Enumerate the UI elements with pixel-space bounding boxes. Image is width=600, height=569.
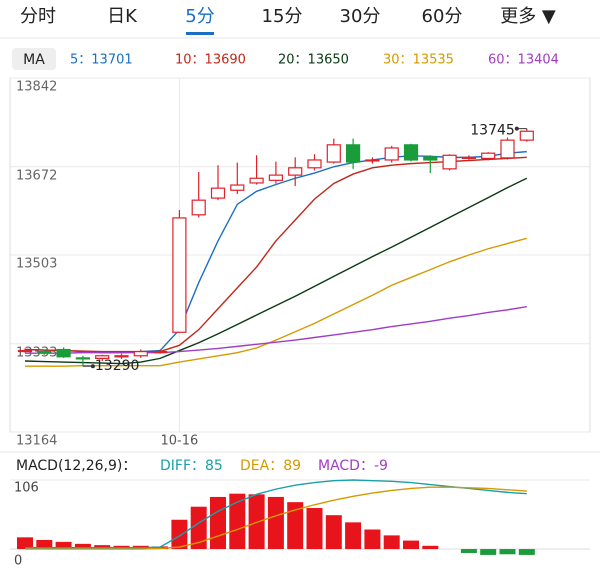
ma-line: [25, 237, 527, 367]
candle-body: [114, 355, 129, 358]
macd-line: [25, 486, 527, 550]
candle-body: [384, 147, 399, 161]
macd-bar: [74, 543, 91, 550]
tab-underline: [186, 32, 214, 35]
tab[interactable]: 更多 ▼: [500, 6, 556, 27]
legend-entry: 60：13404: [488, 53, 559, 68]
tab[interactable]: 日K: [107, 6, 138, 27]
tab[interactable]: 15分: [262, 6, 303, 27]
candle-body: [288, 167, 303, 176]
candle-body: [56, 348, 71, 358]
candle-body: [326, 144, 341, 163]
macd-bar: [190, 506, 207, 550]
ma-line: [24, 177, 528, 365]
macd-line: [25, 479, 527, 549]
macd-bar: [499, 549, 516, 555]
legend-entry: 20：13650: [278, 53, 349, 68]
macd-bar: [345, 522, 362, 550]
macd-bar: [403, 540, 419, 550]
tab[interactable]: 60分: [422, 6, 463, 27]
tab[interactable]: 5分: [185, 6, 214, 27]
macd-bar: [364, 529, 381, 550]
annotation-dot: [90, 364, 95, 369]
candle-body: [346, 144, 361, 163]
x-tick-label: 10-16: [161, 434, 199, 449]
macd-title: MACD(12,26,9)：: [16, 458, 136, 474]
macd-label: DEA：89: [240, 458, 301, 474]
candle-body: [365, 159, 380, 162]
candle-body: [191, 199, 206, 216]
ma-line: [24, 156, 527, 353]
tab[interactable]: 30分: [340, 6, 381, 27]
macd-bar: [17, 537, 33, 550]
macd-bar: [460, 549, 477, 553]
macd-bar: [325, 515, 342, 550]
legend-entry: 30：13535: [383, 53, 454, 68]
annotation: 13290: [95, 358, 140, 374]
candle-body: [75, 357, 91, 360]
macd-bar: [518, 549, 535, 555]
macd-bar: [36, 539, 53, 550]
macd-label: DIFF：85: [160, 458, 223, 474]
y-tick-label: 13672: [16, 168, 57, 183]
candle-body: [133, 350, 148, 357]
annotation: 13745: [470, 123, 515, 139]
annotation-dot: [514, 126, 519, 131]
macd-bar: [229, 493, 246, 550]
candle-body: [95, 355, 110, 359]
candle-body: [403, 144, 419, 161]
macd-label: MACD：-9: [318, 458, 388, 474]
y-tick-label: 106: [14, 481, 39, 496]
y-tick-label: 13842: [16, 80, 57, 95]
macd-bar: [306, 508, 323, 550]
legend-entry: 10：13690: [175, 53, 246, 68]
candle-body: [423, 156, 438, 161]
candle-body: [17, 349, 33, 353]
macd-bar: [210, 496, 226, 550]
ma-label: MA: [23, 52, 45, 68]
candle-body: [153, 350, 168, 354]
macd-bar: [422, 545, 439, 550]
candle-body: [172, 217, 187, 333]
candle-body: [519, 130, 534, 141]
candle-body: [37, 350, 52, 354]
candle-body: [500, 139, 515, 159]
candle-body: [268, 174, 283, 181]
candle-body: [307, 159, 322, 169]
tab[interactable]: 分时: [20, 6, 56, 27]
ma-line: [25, 305, 527, 354]
macd-bar: [287, 502, 304, 550]
y-tick-label: 0: [14, 554, 22, 569]
macd-bar: [383, 535, 400, 550]
y-tick-label: 13503: [16, 257, 57, 272]
y-tick-label: 13164: [16, 434, 57, 449]
candle-body: [249, 177, 264, 184]
candle-body: [481, 152, 496, 160]
candle-body: [442, 154, 457, 170]
candle-body: [461, 156, 476, 159]
macd-bar: [480, 549, 497, 555]
candle-body: [210, 187, 226, 199]
legend-entry: 5：13701: [70, 53, 133, 68]
macd-bar: [55, 541, 72, 550]
ma-badge: [12, 48, 56, 70]
candle-body: [230, 184, 245, 191]
macd-bar: [267, 496, 284, 550]
macd-bar: [171, 519, 188, 550]
